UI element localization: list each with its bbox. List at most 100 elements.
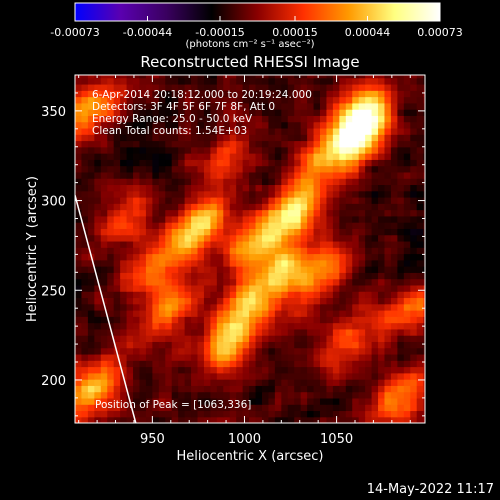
- heatmap-cell: [94, 297, 102, 305]
- heatmap-cell: [133, 153, 141, 160]
- heatmap-cell: [358, 328, 366, 336]
- heatmap-cell: [126, 259, 134, 267]
- heatmap-cell: [261, 127, 270, 135]
- heatmap-cell: [100, 259, 108, 267]
- heatmap-cell: [403, 372, 411, 380]
- heatmap-cell: [223, 353, 231, 361]
- heatmap-cell: [236, 416, 244, 423]
- heatmap-cell: [358, 360, 366, 368]
- heatmap-cell: [184, 360, 192, 368]
- heatmap-cell: [384, 190, 392, 198]
- heatmap-cell: [287, 328, 295, 336]
- heatmap-cell: [326, 159, 334, 167]
- heatmap-cell: [384, 196, 392, 204]
- heatmap-cell: [416, 372, 424, 380]
- heatmap-cell: [320, 303, 328, 311]
- heatmap-cell: [416, 234, 424, 242]
- heatmap-cell: [294, 171, 302, 179]
- heatmap-cell: [345, 410, 353, 418]
- heatmap-cell: [120, 353, 128, 361]
- heatmap-cell: [133, 90, 141, 98]
- heatmap-cell: [287, 203, 295, 211]
- heatmap-cell: [397, 77, 405, 85]
- heatmap-cell: [100, 416, 108, 423]
- heatmap-cell: [320, 190, 328, 198]
- heatmap-cell: [184, 322, 192, 330]
- heatmap-cell: [242, 75, 250, 79]
- heatmap-cell: [191, 234, 199, 242]
- heatmap-cell: [203, 109, 211, 116]
- heatmap-cell: [345, 190, 353, 198]
- heatmap-cell: [145, 247, 153, 255]
- heatmap-cell: [184, 127, 192, 135]
- heatmap-cell: [94, 171, 102, 179]
- heatmap-cell: [339, 102, 347, 110]
- heatmap-cell: [113, 196, 121, 204]
- heatmap-cell: [165, 178, 173, 186]
- heatmap-cell: [249, 159, 257, 167]
- heatmap-cell: [378, 140, 386, 148]
- heatmap-cell: [171, 234, 179, 242]
- heatmap-cell: [365, 372, 373, 380]
- heatmap-cell: [294, 127, 302, 135]
- heatmap-cell: [274, 140, 282, 148]
- heatmap-cell: [107, 397, 115, 405]
- heatmap-cell: [223, 190, 231, 198]
- heatmap-cell: [307, 316, 315, 324]
- heatmap-cell: [75, 184, 83, 192]
- heatmap-cell: [249, 391, 257, 399]
- heatmap-cell: [358, 266, 366, 273]
- heatmap-cell: [384, 153, 392, 160]
- heatmap-cell: [249, 127, 257, 135]
- heatmap-cell: [191, 360, 199, 368]
- heatmap-cell: [352, 404, 360, 412]
- heatmap-cell: [378, 171, 386, 179]
- heatmap-cell: [281, 184, 289, 192]
- heatmap-cell: [287, 178, 295, 186]
- heatmap-cell: [100, 184, 108, 192]
- heatmap-cell: [107, 416, 115, 423]
- heatmap-cell: [139, 178, 147, 186]
- heatmap-cell: [423, 259, 425, 267]
- heatmap-cell: [307, 146, 315, 154]
- heatmap-cell: [410, 115, 418, 123]
- heatmap-cell: [210, 297, 218, 305]
- heatmap-cell: [384, 397, 392, 405]
- heatmap-cell: [294, 96, 302, 104]
- heatmap-cell: [397, 178, 405, 186]
- heatmap-cell: [197, 404, 205, 412]
- heatmap-cell: [126, 291, 134, 299]
- heatmap-cell: [171, 416, 179, 423]
- heatmap-cell: [126, 228, 134, 236]
- heatmap-cell: [268, 240, 276, 248]
- heatmap-cell: [403, 397, 411, 405]
- heatmap-cell: [403, 222, 411, 229]
- heatmap-cell: [236, 360, 244, 368]
- heatmap-cell: [365, 397, 373, 405]
- heatmap-cell: [416, 379, 424, 386]
- heatmap-cell: [294, 222, 302, 229]
- heatmap-cell: [326, 240, 334, 248]
- heatmap-cell: [281, 127, 289, 135]
- heatmap-cell: [229, 328, 237, 336]
- heatmap-cell: [416, 240, 424, 248]
- heatmap-cell: [384, 328, 392, 336]
- heatmap-cell: [139, 291, 147, 299]
- heatmap-cell: [274, 121, 282, 129]
- heatmap-cell: [158, 140, 166, 148]
- heatmap-cell: [287, 347, 295, 355]
- heatmap-cell: [223, 228, 231, 236]
- heatmap-cell: [87, 234, 95, 242]
- heatmap-cell: [184, 134, 192, 142]
- heatmap-cell: [378, 234, 386, 242]
- heatmap-cell: [403, 303, 411, 311]
- heatmap-cell: [236, 259, 244, 267]
- heatmap-cell: [178, 159, 186, 167]
- heatmap-cell: [191, 272, 199, 280]
- heatmap-cell: [165, 196, 173, 204]
- heatmap-cell: [171, 127, 179, 135]
- heatmap-cell: [423, 404, 425, 412]
- heatmap-cell: [197, 121, 205, 129]
- heatmap-cell: [261, 341, 270, 349]
